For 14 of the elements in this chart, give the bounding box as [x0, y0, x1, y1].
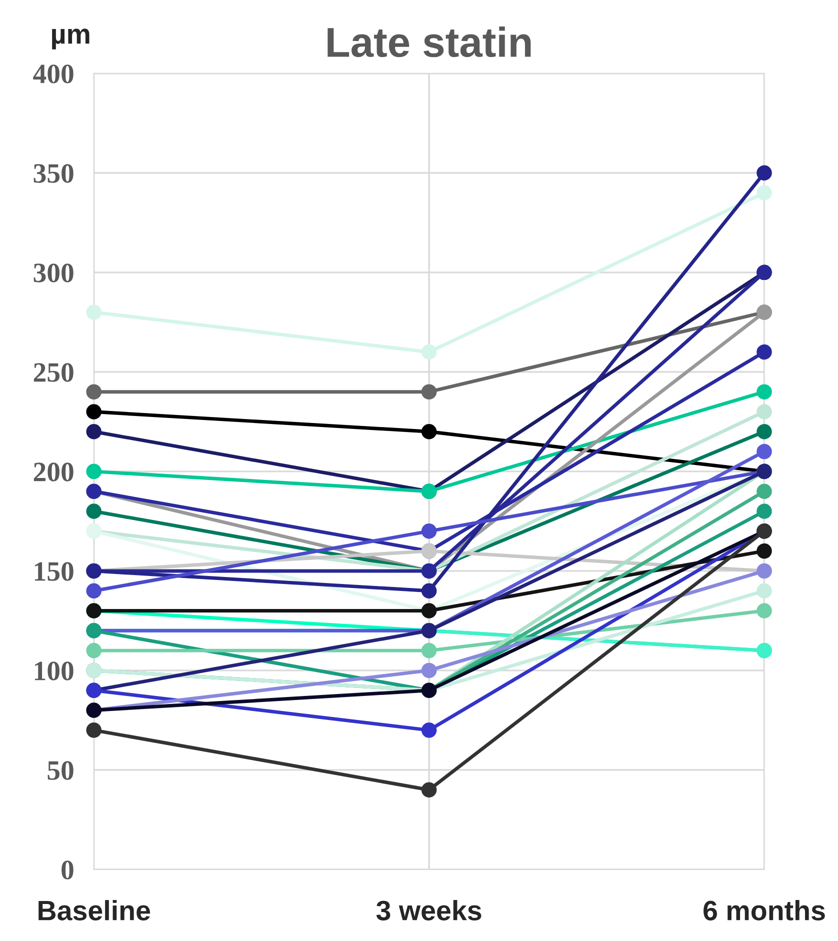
y-tick-label: 150 [34, 562, 74, 581]
x-tick-label: Baseline [38, 900, 150, 920]
y-tick-label: 50 [48, 761, 74, 780]
y-tick-label: 0 [62, 860, 74, 880]
y-tick-label: 350 [34, 164, 74, 183]
y-tick-label: 250 [34, 363, 74, 382]
y-tick-label: 100 [34, 662, 74, 680]
y-tick-label: 400 [33, 64, 74, 84]
y-tick-label: 300 [34, 264, 74, 282]
chart-title: Late statin [328, 26, 531, 58]
x-tick-label: 3 weeks [376, 900, 482, 920]
y-axis-title: µm [52, 28, 90, 50]
x-tick-label: 6 months [704, 900, 825, 920]
y-tick-label: 200 [34, 462, 74, 482]
